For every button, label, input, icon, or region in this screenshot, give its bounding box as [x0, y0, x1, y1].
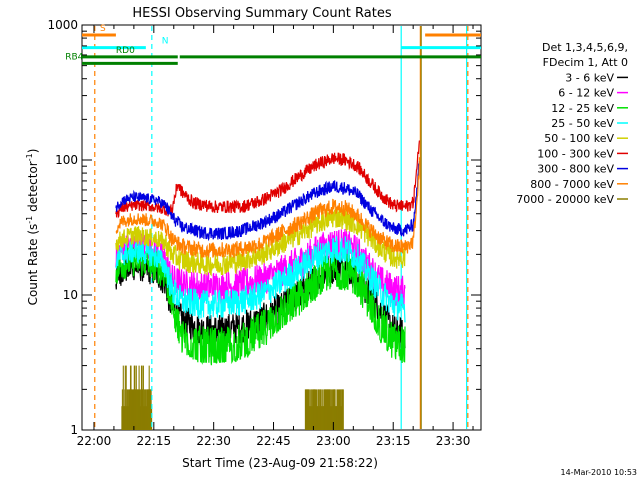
plot-frame — [81, 24, 482, 431]
x-tick-label-4: 23:00 — [316, 434, 351, 448]
legend-label-7: 800 - 7000 keV — [530, 178, 614, 191]
legend-label-5: 100 - 300 keV — [537, 147, 614, 160]
footer-timestamp: 14-Mar-2010 10:53 — [561, 468, 638, 477]
series-7000-20000-kev — [121, 365, 344, 430]
series-line-3 — [115, 236, 406, 323]
series-line-6 — [115, 160, 420, 242]
flag-label-6: RB4 — [65, 52, 83, 62]
x-tick-label-6: 23:30 — [436, 434, 471, 448]
plot-area: S N RD0 RB4 22:00 22:15 22:30 22:45 23:00 23:15 23… — [47, 18, 482, 448]
flag-label-0: S — [100, 24, 106, 34]
legend-label-8: 7000 - 20000 keV — [516, 193, 614, 206]
x-tick-label-1: 22:15 — [137, 434, 172, 448]
legend-label-0: 3 - 6 keV — [565, 71, 614, 84]
x-tick-label-5: 23:15 — [376, 434, 411, 448]
legend-header-1: FDecim 1, Att 0 — [543, 56, 628, 69]
y-tick-label-0: 1 — [70, 423, 78, 437]
y-axis-label-exp2: -1 — [25, 153, 34, 161]
legend-label-6: 300 - 800 keV — [537, 163, 614, 176]
flag-label-2: N — [162, 37, 169, 47]
chart-title: HESSI Observing Summary Count Rates — [132, 6, 391, 21]
legend: Det 1,3,4,5,6,9, FDecim 1, Att 0 3 - 6 keV… — [516, 41, 628, 206]
y-tick-label-2: 100 — [55, 153, 78, 167]
legend-label-4: 50 - 100 keV — [544, 132, 614, 145]
y-axis-label-mid: detector — [26, 161, 40, 216]
series-line-1 — [115, 228, 406, 308]
x-tick-label-0: 22:00 — [77, 434, 112, 448]
series-line-7 — [115, 157, 420, 258]
series-line-4 — [115, 208, 406, 277]
x-axis-label: Start Time (23-Aug-09 21:58:22) — [182, 456, 378, 470]
y-axis-label: Count Rate (s-1 detector-1) — [25, 149, 40, 306]
x-tick-label-3: 22:45 — [256, 434, 291, 448]
legend-label-1: 6 - 12 keV — [558, 87, 614, 100]
y-tick-label-3: 1000 — [47, 18, 78, 32]
legend-header-0: Det 1,3,4,5,6,9, — [542, 41, 628, 54]
series-line-2 — [115, 245, 406, 366]
y-tick-label-1: 10 — [63, 288, 78, 302]
legend-label-2: 12 - 25 keV — [551, 102, 614, 115]
y-axis-label-exp1: -1 — [25, 216, 34, 224]
flag-label-4: RD0 — [116, 46, 135, 56]
y-axis-label-end: ) — [26, 149, 40, 154]
x-tick-label-2: 22:30 — [196, 434, 231, 448]
y-axis-label-main: Count Rate (s — [26, 224, 40, 306]
legend-label-3: 25 - 50 keV — [551, 117, 614, 130]
series-line-5 — [115, 140, 420, 219]
